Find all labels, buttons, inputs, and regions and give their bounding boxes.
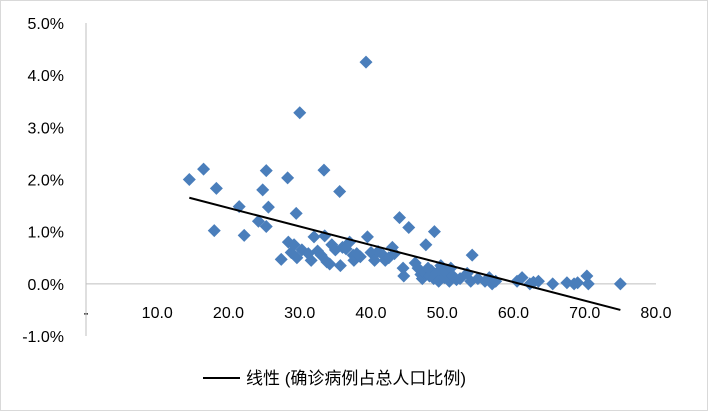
x-tick-label: 20.0: [213, 305, 244, 322]
data-point: [402, 220, 416, 234]
data-point: [287, 238, 301, 252]
x-tick-label: 50.0: [427, 305, 458, 322]
data-point: [581, 277, 595, 291]
data-point: [531, 274, 545, 288]
data-point: [281, 171, 295, 185]
data-point: [261, 200, 275, 214]
data-point: [613, 277, 627, 291]
data-point: [259, 219, 273, 233]
data-point: [397, 269, 411, 283]
x-tick-label: 70.0: [569, 305, 600, 322]
y-tick-label: 3.0%: [28, 120, 64, 137]
data-point: [359, 55, 373, 69]
data-point: [571, 276, 585, 290]
data-point: [515, 271, 529, 285]
legend-label: 线性 (确诊病例占总人口比例): [246, 369, 466, 388]
data-point: [396, 261, 410, 275]
x-tick-label: 80.0: [640, 305, 671, 322]
y-axis-labels: -1.0% 0.0% 1.0% 2.0% 3.0% 4.0% 5.0%: [22, 16, 64, 346]
data-point: [274, 252, 288, 266]
x-axis-labels: -10.020.030.040.050.060.070.080.0: [83, 305, 671, 322]
data-point: [307, 230, 321, 244]
x-tick-label: 30.0: [284, 305, 315, 322]
y-tick-label: 0.0%: [28, 277, 64, 294]
y-tick-label: 4.0%: [28, 68, 64, 85]
data-point: [333, 184, 347, 198]
data-point: [427, 225, 441, 239]
data-point: [259, 164, 273, 178]
y-tick-label: -1.0%: [22, 329, 64, 346]
x-tick-label: 10.0: [142, 305, 173, 322]
data-points: [182, 55, 627, 291]
data-point: [546, 277, 560, 291]
data-point: [465, 248, 479, 262]
data-point: [419, 238, 433, 252]
data-point: [289, 206, 303, 220]
data-point: [207, 224, 221, 238]
data-point: [256, 183, 270, 197]
x-tick-label: 60.0: [498, 305, 529, 322]
legend: 线性 (确诊病例占总人口比例): [203, 369, 466, 388]
data-point: [197, 162, 211, 176]
data-point: [323, 257, 337, 271]
trendline: [189, 196, 621, 311]
data-point: [333, 259, 347, 273]
data-point: [360, 230, 374, 244]
data-point: [317, 163, 331, 177]
x-tick-label: 40.0: [355, 305, 386, 322]
data-point: [304, 253, 318, 267]
data-point: [293, 106, 307, 120]
data-point: [393, 211, 406, 225]
y-tick-label: 2.0%: [28, 173, 64, 190]
data-point: [209, 181, 223, 195]
data-point: [182, 173, 196, 186]
y-tick-label: 1.0%: [28, 225, 64, 242]
data-point: [251, 214, 265, 228]
data-point: [237, 228, 251, 242]
data-point: [353, 250, 367, 264]
y-tick-label: 5.0%: [28, 16, 64, 33]
